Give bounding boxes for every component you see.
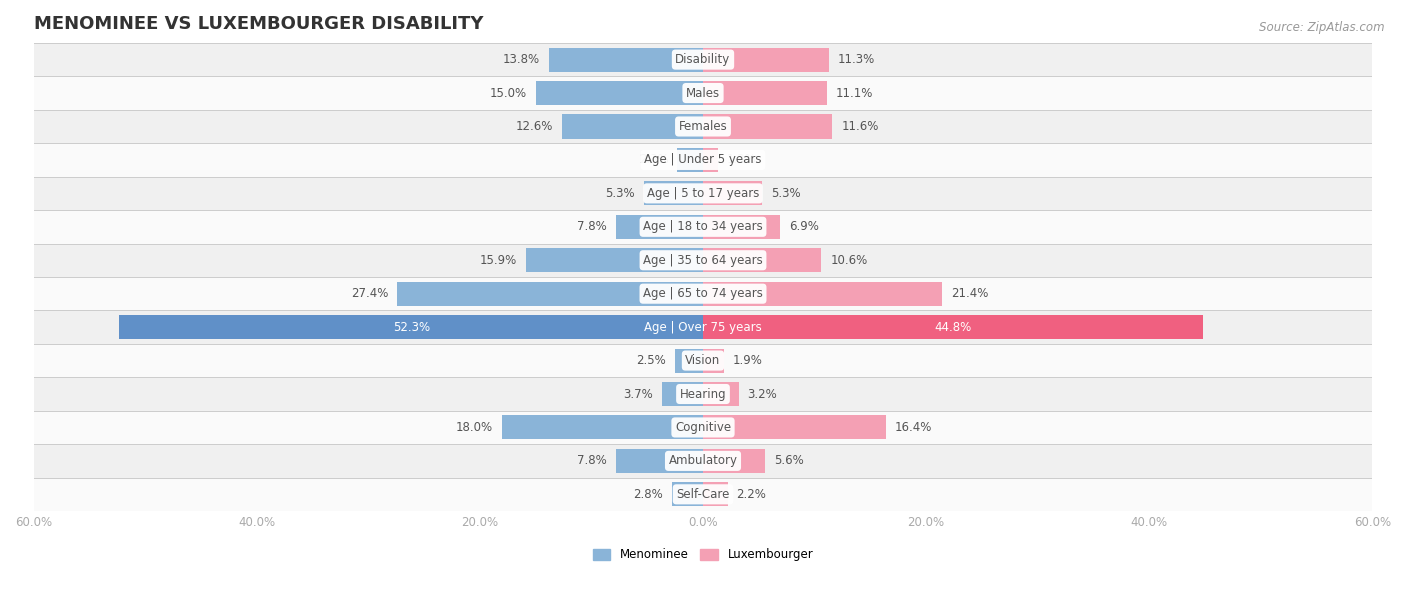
Bar [34, 477, 1372, 511]
Bar [34, 411, 1372, 444]
Bar [703, 215, 780, 239]
Text: 2.2%: 2.2% [737, 488, 766, 501]
Text: Age | 5 to 17 years: Age | 5 to 17 years [647, 187, 759, 200]
Bar [703, 282, 942, 306]
Text: 18.0%: 18.0% [456, 421, 494, 434]
Text: 2.8%: 2.8% [633, 488, 662, 501]
Bar [616, 215, 703, 239]
Bar [34, 277, 1372, 310]
Text: 52.3%: 52.3% [392, 321, 430, 334]
Text: 15.0%: 15.0% [489, 86, 527, 100]
Text: 5.3%: 5.3% [606, 187, 636, 200]
Text: Vision: Vision [685, 354, 721, 367]
Text: Disability: Disability [675, 53, 731, 66]
Bar [703, 482, 727, 506]
Text: Age | 65 to 74 years: Age | 65 to 74 years [643, 287, 763, 300]
Text: 27.4%: 27.4% [352, 287, 388, 300]
Bar [34, 143, 1372, 177]
Bar [34, 76, 1372, 110]
Bar [644, 181, 703, 206]
Text: Age | Over 75 years: Age | Over 75 years [644, 321, 762, 334]
Bar [703, 114, 832, 138]
Text: MENOMINEE VS LUXEMBOURGER DISABILITY: MENOMINEE VS LUXEMBOURGER DISABILITY [34, 15, 484, 33]
Text: Ambulatory: Ambulatory [668, 454, 738, 468]
Bar [703, 81, 827, 105]
Bar [672, 482, 703, 506]
Bar [34, 210, 1372, 244]
Bar [34, 444, 1372, 477]
Text: 7.8%: 7.8% [578, 220, 607, 233]
Bar [526, 248, 703, 272]
Text: Cognitive: Cognitive [675, 421, 731, 434]
Text: 5.3%: 5.3% [770, 187, 800, 200]
Text: Age | Under 5 years: Age | Under 5 years [644, 154, 762, 166]
Text: 12.6%: 12.6% [516, 120, 554, 133]
Bar [703, 48, 830, 72]
Text: 2.5%: 2.5% [637, 354, 666, 367]
Bar [675, 348, 703, 373]
Text: 1.3%: 1.3% [727, 154, 756, 166]
Bar [34, 377, 1372, 411]
Bar [662, 382, 703, 406]
Text: Age | 35 to 64 years: Age | 35 to 64 years [643, 254, 763, 267]
Text: 11.3%: 11.3% [838, 53, 876, 66]
Text: 21.4%: 21.4% [950, 287, 988, 300]
Bar [502, 416, 703, 439]
Text: 5.6%: 5.6% [775, 454, 804, 468]
Text: Hearing: Hearing [679, 387, 727, 400]
Text: 3.2%: 3.2% [748, 387, 778, 400]
Text: 10.6%: 10.6% [830, 254, 868, 267]
Text: 15.9%: 15.9% [479, 254, 516, 267]
Text: 3.7%: 3.7% [623, 387, 652, 400]
Bar [34, 344, 1372, 377]
Text: Males: Males [686, 86, 720, 100]
Bar [703, 416, 886, 439]
Bar [703, 181, 762, 206]
Bar [703, 315, 1204, 339]
Bar [548, 48, 703, 72]
Bar [536, 81, 703, 105]
Text: Females: Females [679, 120, 727, 133]
Bar [34, 43, 1372, 76]
Text: 11.1%: 11.1% [835, 86, 873, 100]
Text: 13.8%: 13.8% [503, 53, 540, 66]
Bar [703, 382, 738, 406]
Text: Self-Care: Self-Care [676, 488, 730, 501]
Bar [34, 110, 1372, 143]
Text: 44.8%: 44.8% [935, 321, 972, 334]
Text: 11.6%: 11.6% [841, 120, 879, 133]
Legend: Menominee, Luxembourger: Menominee, Luxembourger [588, 543, 818, 566]
Text: Source: ZipAtlas.com: Source: ZipAtlas.com [1260, 21, 1385, 34]
Bar [34, 310, 1372, 344]
Bar [703, 148, 717, 172]
Bar [398, 282, 703, 306]
Bar [34, 177, 1372, 210]
Text: Age | 18 to 34 years: Age | 18 to 34 years [643, 220, 763, 233]
Bar [703, 449, 765, 473]
Text: 16.4%: 16.4% [894, 421, 932, 434]
Bar [678, 148, 703, 172]
Bar [703, 248, 821, 272]
Bar [562, 114, 703, 138]
Text: 6.9%: 6.9% [789, 220, 818, 233]
Bar [616, 449, 703, 473]
Text: 1.9%: 1.9% [733, 354, 763, 367]
Text: 2.3%: 2.3% [638, 154, 668, 166]
Bar [34, 244, 1372, 277]
Text: 7.8%: 7.8% [578, 454, 607, 468]
Bar [120, 315, 703, 339]
Bar [703, 348, 724, 373]
